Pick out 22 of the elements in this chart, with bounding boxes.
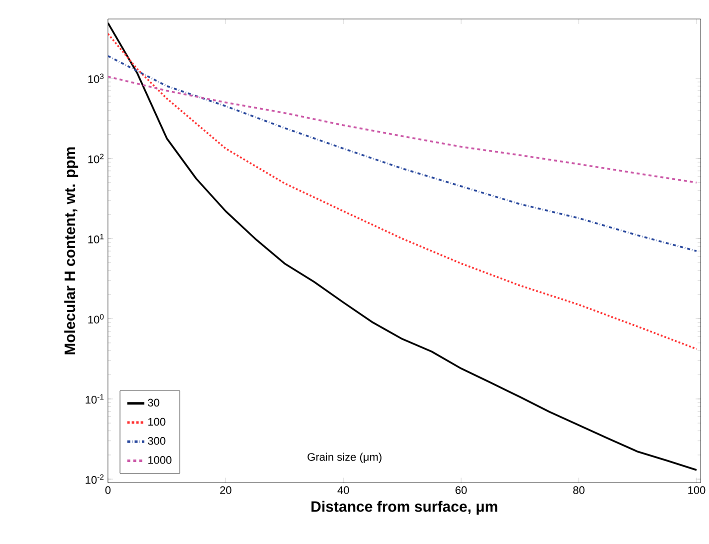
x-axis-title: Distance from surface, μm — [312, 501, 498, 515]
y-tick-label: 10$^{0}$ — [88, 314, 104, 324]
y-tick-label: 10$^{1}$ — [88, 234, 104, 244]
legend-label: 1000 — [148, 456, 172, 464]
y-tick-label: 10$^{-1}$ — [86, 394, 104, 404]
x-tick-label: 60 — [456, 486, 467, 494]
legend-label: 100 — [148, 418, 166, 426]
y-tick-label: 10$^{3}$ — [88, 74, 104, 84]
y-tick-label: 10$^{2}$ — [88, 154, 104, 164]
legend-label: 300 — [148, 437, 166, 445]
line-series — [108, 55, 698, 252]
x-tick-label: 0 — [105, 486, 111, 494]
y-axis-title: Molecular H content, wt. ppm — [64, 148, 78, 354]
legend-title: Grain size (μm) — [308, 452, 382, 464]
legend-label: 30 — [148, 398, 160, 407]
x-tick-label: 20 — [220, 486, 232, 494]
x-tick-label: 40 — [338, 486, 350, 494]
x-tick-label: 80 — [573, 486, 584, 494]
y-tick-label: 10$^{-2}$ — [86, 474, 104, 484]
line-series — [108, 32, 698, 350]
line-series — [108, 76, 698, 184]
x-tick-label: 100 — [688, 486, 706, 494]
